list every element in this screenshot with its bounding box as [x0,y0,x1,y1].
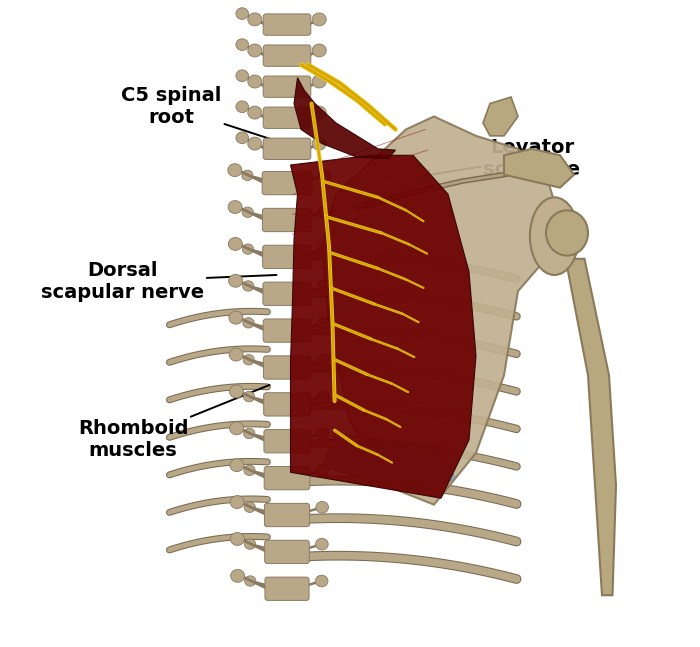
Text: Rhomboid
muscles: Rhomboid muscles [78,385,270,461]
Circle shape [312,44,326,57]
Circle shape [236,132,248,144]
Polygon shape [322,116,560,505]
Circle shape [318,170,330,181]
FancyBboxPatch shape [263,107,311,128]
FancyBboxPatch shape [264,430,310,453]
Circle shape [243,281,254,291]
Circle shape [318,243,330,255]
Circle shape [317,280,330,292]
Circle shape [248,106,262,119]
Circle shape [248,44,262,57]
Text: Dorsal
scapular nerve: Dorsal scapular nerve [41,261,276,302]
Circle shape [244,391,255,402]
Circle shape [248,13,262,26]
FancyBboxPatch shape [265,540,309,564]
Circle shape [312,106,326,119]
Polygon shape [294,78,396,159]
FancyBboxPatch shape [263,282,311,305]
Circle shape [244,428,255,439]
Circle shape [228,164,241,177]
FancyBboxPatch shape [263,14,311,35]
Circle shape [229,274,243,287]
Circle shape [244,502,256,512]
Circle shape [236,101,248,113]
Ellipse shape [546,210,588,256]
FancyBboxPatch shape [263,76,311,98]
Polygon shape [483,97,518,136]
FancyBboxPatch shape [263,45,311,67]
Circle shape [244,539,256,549]
Circle shape [228,237,242,250]
FancyBboxPatch shape [262,245,312,269]
FancyBboxPatch shape [265,503,309,527]
Circle shape [315,575,328,587]
Circle shape [242,207,253,217]
Circle shape [318,206,330,218]
Circle shape [236,8,248,19]
Circle shape [312,13,326,26]
Polygon shape [290,155,476,498]
Text: C5 spinal
root: C5 spinal root [121,86,290,146]
Circle shape [316,465,329,476]
Circle shape [244,465,255,476]
Circle shape [244,576,256,586]
Circle shape [236,70,248,82]
Circle shape [243,355,254,365]
FancyBboxPatch shape [265,577,309,600]
Circle shape [312,75,326,88]
Circle shape [316,501,328,513]
Text: Levator
scapulae: Levator scapulae [389,138,580,181]
Circle shape [230,459,244,472]
Circle shape [229,311,243,324]
Circle shape [316,538,328,550]
FancyBboxPatch shape [262,171,312,195]
Circle shape [248,137,262,150]
Circle shape [241,170,253,181]
Circle shape [230,532,244,545]
Circle shape [228,201,242,214]
Circle shape [229,348,243,361]
Circle shape [230,385,244,398]
FancyBboxPatch shape [262,208,312,232]
Circle shape [317,317,330,329]
Circle shape [230,496,244,509]
Circle shape [248,75,262,88]
Circle shape [242,244,253,254]
FancyBboxPatch shape [264,466,310,490]
Circle shape [230,422,244,435]
Circle shape [317,354,330,366]
FancyBboxPatch shape [264,393,310,416]
Polygon shape [322,433,455,492]
Circle shape [236,39,248,50]
Circle shape [230,569,244,582]
Circle shape [316,428,329,439]
Circle shape [312,137,326,150]
Circle shape [243,318,254,328]
Polygon shape [566,259,616,595]
Polygon shape [504,149,574,188]
Ellipse shape [530,197,579,275]
FancyBboxPatch shape [263,138,311,159]
Circle shape [316,391,329,402]
FancyBboxPatch shape [263,356,311,379]
FancyBboxPatch shape [263,319,311,342]
